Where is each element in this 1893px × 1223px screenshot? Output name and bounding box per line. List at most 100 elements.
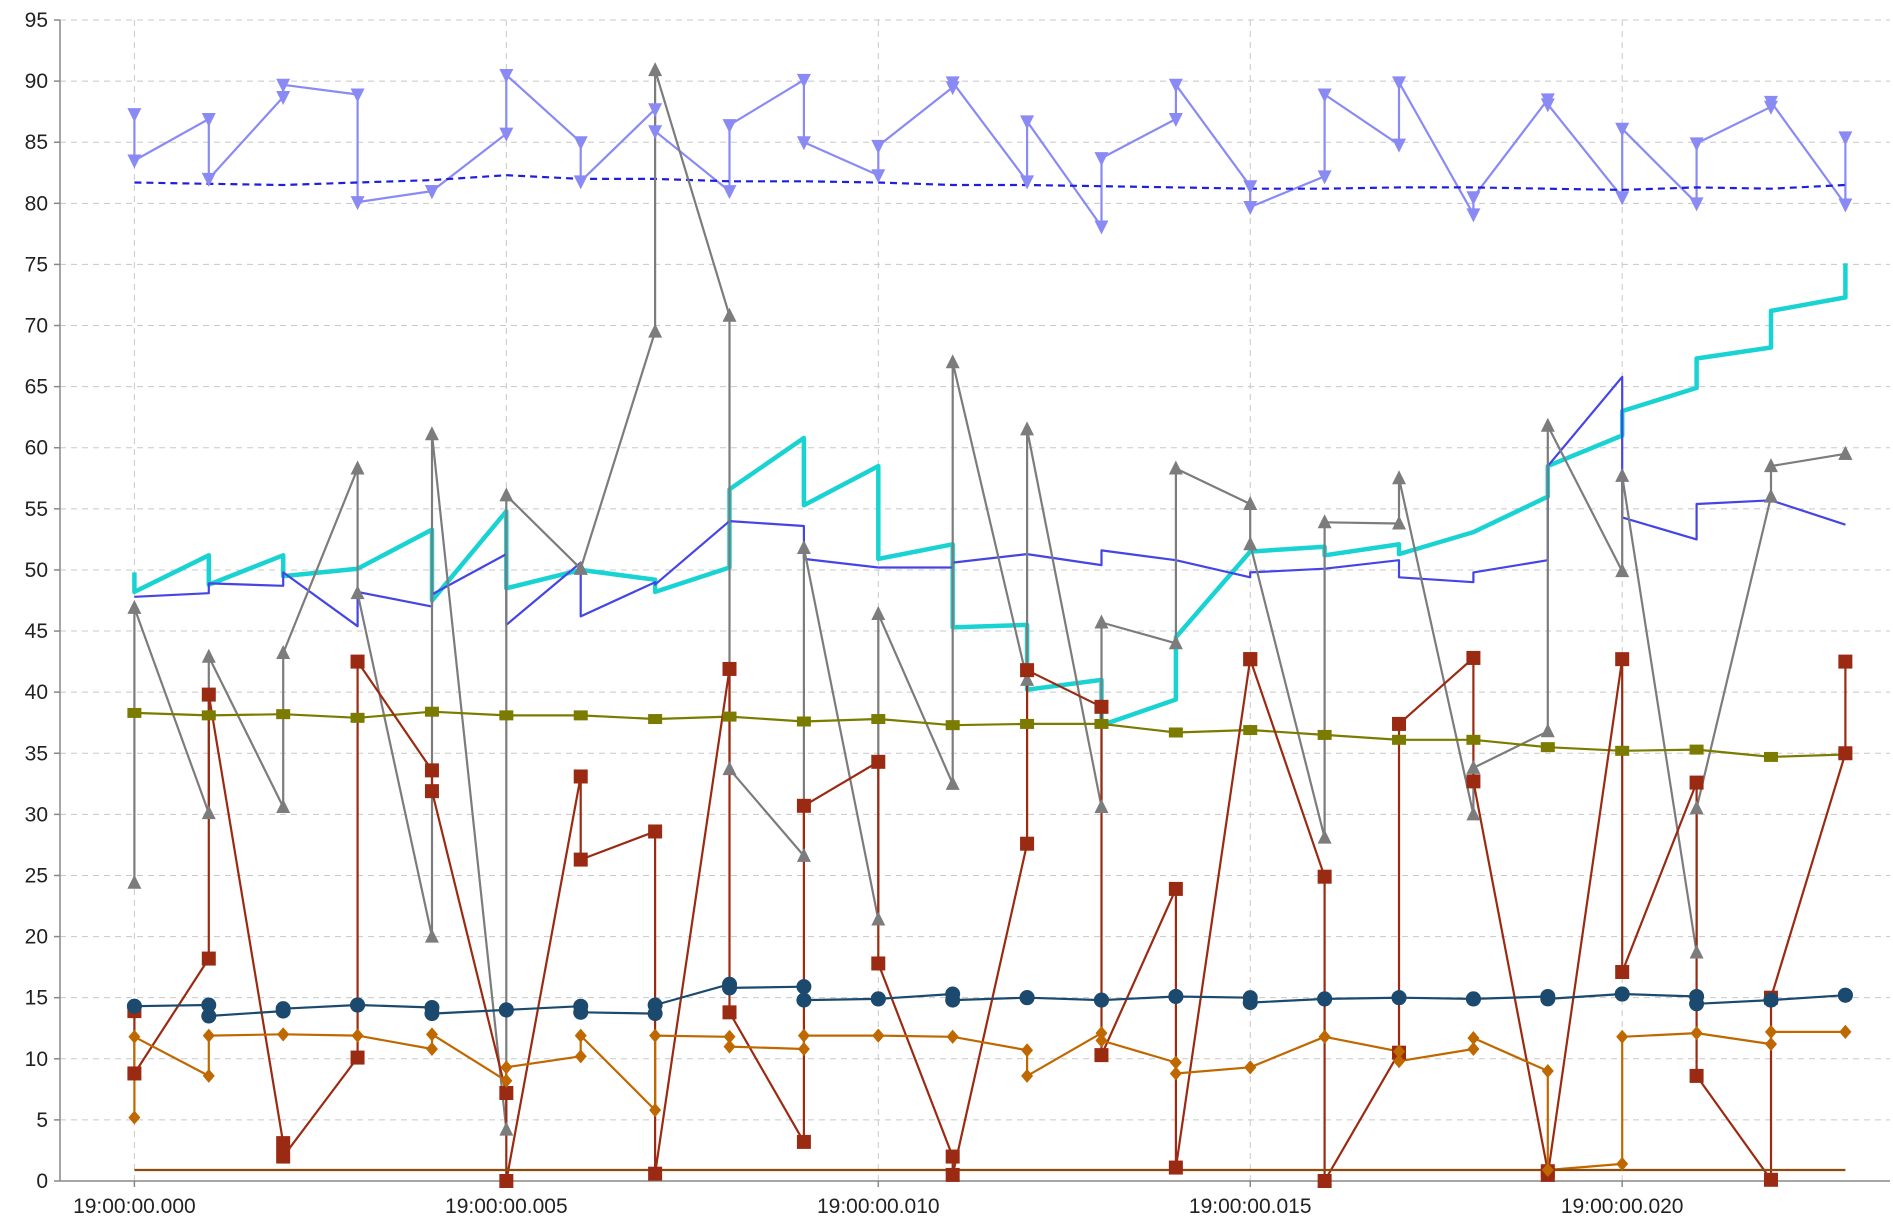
y-tick-label: 95 (25, 9, 48, 32)
gray-up-triangles-point (1020, 421, 1035, 436)
gray-up-triangles-point (1689, 944, 1704, 959)
red-squares-point (1763, 1172, 1778, 1187)
navy-circles-point (424, 1006, 440, 1022)
olive-squares-point (1317, 729, 1332, 740)
olive-squares-point (1020, 718, 1035, 729)
orange-diamonds-point (1095, 1026, 1108, 1041)
x-tick-label: 19:00:00.020 (1561, 1195, 1684, 1218)
grid (60, 19, 1890, 1181)
series-line-gray-up-triangles (133, 68, 1846, 1131)
gray-up-triangles-point (1838, 445, 1853, 460)
navy-circles-point (573, 1004, 589, 1020)
gray-up-triangles-point (424, 426, 439, 441)
red-squares-point (1168, 1160, 1183, 1175)
olive-squares-point (796, 716, 811, 727)
y-tick-label: 75 (25, 253, 48, 276)
red-squares-point (499, 1086, 514, 1101)
olive-squares-point (1763, 751, 1778, 762)
series-line-olive-squares (134, 710, 1846, 759)
series-line-blue-dashed (134, 174, 1846, 191)
gray-up-triangles-point (871, 605, 886, 620)
light-blue-down-triangles-point (1689, 197, 1704, 212)
y-tick-label: 20 (25, 926, 48, 949)
olive-squares-point (127, 707, 142, 718)
red-squares-point (871, 956, 886, 971)
olive-squares-point (1615, 745, 1630, 756)
gray-up-triangles-point (871, 911, 886, 926)
olive-squares-point (1540, 742, 1555, 753)
navy-circles-point (1689, 996, 1705, 1012)
orange-diamonds-point (1541, 1163, 1554, 1178)
gray-up-triangles-point (424, 928, 439, 943)
red-squares-point (276, 1149, 291, 1164)
olive-squares-point (871, 714, 886, 725)
light-blue-down-triangles-point (276, 78, 291, 93)
olive-squares-point (424, 706, 439, 717)
y-tick-label: 25 (25, 864, 48, 887)
orange-diamonds-point (500, 1073, 513, 1088)
light-blue-down-triangles-point (1317, 170, 1332, 185)
orange-diamonds-point (425, 1027, 438, 1042)
navy-circles-point (796, 979, 812, 995)
red-squares-point (276, 1136, 291, 1151)
red-squares-point (201, 951, 216, 966)
light-blue-down-triangles-point (945, 76, 960, 91)
orange-diamonds-point (574, 1049, 587, 1064)
olive-squares-point (350, 712, 365, 723)
navy-circles-point (796, 992, 812, 1008)
navy-circles-point (1614, 986, 1630, 1002)
navy-circles-point (1465, 991, 1481, 1007)
gray-up-triangles-point (1392, 470, 1407, 485)
red-squares-point (1615, 652, 1630, 667)
red-squares-point (796, 798, 811, 813)
red-squares-point (1094, 699, 1109, 714)
red-squares-point (1466, 774, 1481, 789)
red-squares-point (350, 1050, 365, 1065)
light-blue-down-triangles-point (1615, 191, 1630, 206)
gray-up-triangles-point (1392, 515, 1407, 530)
navy-circles-point (1317, 991, 1333, 1007)
orange-diamonds-point (1616, 1156, 1629, 1171)
orange-diamonds-point (723, 1039, 736, 1054)
light-blue-down-triangles-point (1838, 198, 1853, 213)
light-blue-down-triangles-point (722, 119, 737, 134)
red-squares-point (1168, 881, 1183, 896)
light-blue-down-triangles-point (1094, 220, 1109, 235)
gray-up-triangles-point (1763, 488, 1778, 503)
orange-diamonds-point (946, 1029, 959, 1044)
gray-up-triangles-point (201, 805, 216, 820)
navy-circles-point (126, 998, 142, 1014)
light-blue-down-triangles-point (1168, 112, 1183, 127)
red-squares-point (424, 763, 439, 778)
olive-squares-point (1094, 718, 1109, 729)
red-squares-point (945, 1167, 960, 1182)
y-tick-label: 45 (25, 620, 48, 643)
orange-diamonds-point (649, 1028, 662, 1043)
light-blue-down-triangles-point (1689, 137, 1704, 152)
gray-up-triangles-point (1615, 467, 1630, 482)
olive-squares-point (276, 709, 291, 720)
series-group (132, 68, 1848, 1183)
light-blue-down-triangles-point (1540, 98, 1555, 113)
red-squares-point (722, 1005, 737, 1020)
navy-circles-point (498, 1002, 514, 1018)
red-squares-point (648, 1166, 663, 1181)
olive-squares-point (1689, 744, 1704, 755)
red-squares-point (499, 1174, 514, 1188)
series-line-red-squares (133, 656, 1847, 1183)
gray-up-triangles-point (1317, 514, 1332, 529)
gray-up-triangles-point (1689, 800, 1704, 815)
axes: 0 5 10 15 20 25 30 35 40 45 50 55 60 65 70 75 80 85 90 95 19… (25, 9, 1890, 1218)
navy-circles-point (201, 997, 217, 1013)
orange-diamonds-point (128, 1029, 141, 1044)
orange-diamonds-point (1244, 1060, 1257, 1075)
olive-squares-point (201, 710, 216, 721)
gray-up-triangles-point (1243, 536, 1258, 551)
red-squares-point (1838, 746, 1853, 761)
orange-diamonds-point (1393, 1044, 1406, 1059)
navy-circles-point (201, 1008, 217, 1024)
red-squares-point (424, 784, 439, 799)
gray-up-triangles-point (276, 645, 291, 660)
orange-diamonds-point (1541, 1064, 1554, 1079)
